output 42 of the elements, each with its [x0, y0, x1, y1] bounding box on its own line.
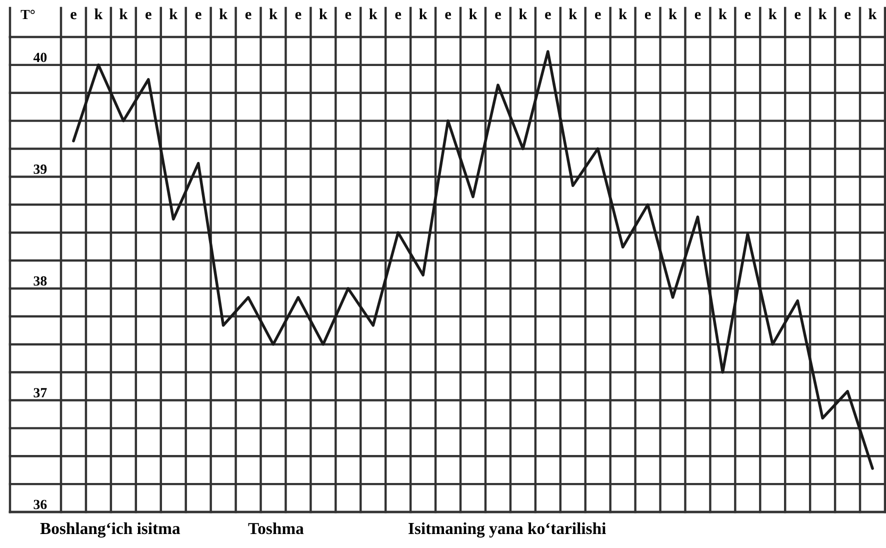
x-tick-label: e [295, 12, 302, 20]
y-tick-label: 37 [34, 388, 47, 398]
x-tick-label: k [768, 8, 777, 20]
x-tick-label: k [519, 8, 528, 20]
x-tick-label: e [744, 12, 751, 20]
x-tick-label: e [445, 12, 452, 20]
x-tick-label: k [319, 8, 328, 20]
y-tick-label: 36 [34, 500, 47, 510]
x-tick-label: k [269, 8, 278, 20]
x-tick-label: k [718, 8, 727, 20]
text: Isitmaning yana ko‘tarilishi [408, 522, 606, 538]
x-tick-label: k [818, 8, 827, 20]
y-tick-label: 40 [33, 52, 47, 62]
x-tick-label: e [545, 12, 551, 20]
x-tick-label: k [169, 8, 178, 20]
x-tick-label: k [469, 8, 478, 20]
y-tick-label: 38 [34, 276, 47, 286]
x-tick-label: e [395, 12, 402, 20]
x-tick-label: e [694, 12, 701, 20]
text: Toshma [248, 522, 304, 534]
x-tick-label: k [369, 8, 378, 20]
x-tick-label: k [618, 8, 628, 20]
x-tick-label: e [794, 12, 801, 20]
x-tick-label: k [419, 8, 428, 20]
y-tick-label: 39 [34, 164, 47, 174]
x-tick-label: e [195, 12, 202, 20]
x-tick-label: e [594, 12, 601, 20]
x-tick-label: k [120, 8, 128, 20]
text: Boshlang‘ich isitma [40, 522, 180, 538]
x-tick-label: e [245, 12, 252, 20]
x-tick-label: k [868, 8, 877, 20]
x-tick-label: e [844, 12, 851, 20]
y-axis-title: T° [20, 10, 35, 20]
x-tick-label: e [495, 12, 501, 20]
x-tick-label: k [94, 8, 103, 20]
x-tick-label: e [146, 12, 152, 20]
x-tick-label: k [569, 8, 578, 20]
x-tick-label: k [668, 8, 677, 20]
x-tick-label: k [219, 8, 228, 20]
x-tick-label: e [345, 12, 352, 20]
x-tick-label: e [70, 12, 76, 20]
x-tick-label: e [644, 12, 651, 20]
